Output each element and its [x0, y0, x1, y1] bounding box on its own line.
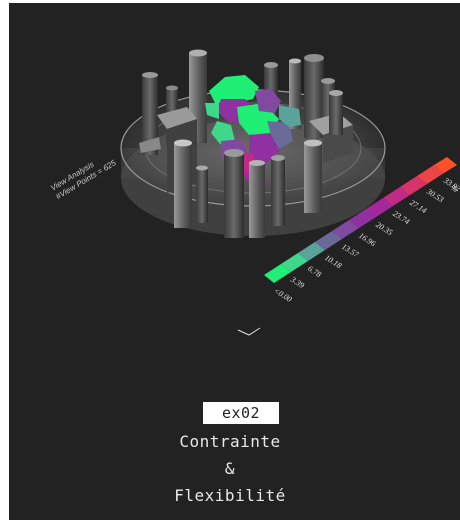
- legend-strip: [264, 157, 457, 283]
- project-title-line2[interactable]: &: [224, 459, 236, 478]
- project-card[interactable]: View Analysis #View Points = 625 <0.00 3.…: [9, 3, 460, 520]
- front-columns: [139, 90, 353, 238]
- project-title-line3[interactable]: Flexibilité: [174, 486, 286, 505]
- back-columns: [142, 49, 335, 155]
- project-title-line1[interactable]: Contrainte: [179, 432, 281, 451]
- chevron-down-icon[interactable]: [237, 327, 261, 337]
- project-tag: ex02: [203, 402, 279, 424]
- model-render: [120, 49, 457, 283]
